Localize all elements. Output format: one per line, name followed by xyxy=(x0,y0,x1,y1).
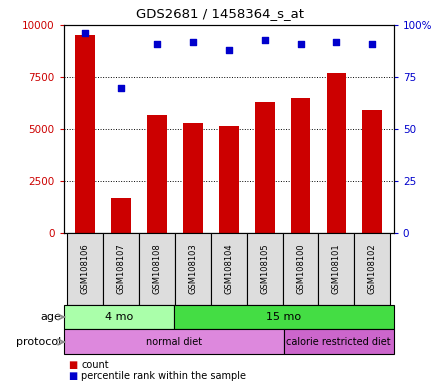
Bar xyxy=(354,233,390,305)
Text: calorie restricted diet: calorie restricted diet xyxy=(286,337,391,347)
Bar xyxy=(284,329,394,354)
Bar xyxy=(64,305,174,329)
Point xyxy=(369,41,376,47)
Text: 15 mo: 15 mo xyxy=(266,312,301,322)
Text: GSM108100: GSM108100 xyxy=(296,244,305,294)
Bar xyxy=(363,111,382,233)
Bar xyxy=(319,233,354,305)
Bar xyxy=(291,98,310,233)
Text: count: count xyxy=(81,359,109,369)
Point xyxy=(225,47,232,53)
Text: GSM108103: GSM108103 xyxy=(188,243,198,295)
Point xyxy=(297,41,304,47)
Bar xyxy=(326,73,346,233)
Bar xyxy=(211,233,247,305)
Bar xyxy=(103,233,139,305)
Text: GSM108104: GSM108104 xyxy=(224,244,233,294)
Text: age: age xyxy=(41,312,62,322)
Text: ■: ■ xyxy=(68,371,77,381)
Point xyxy=(261,36,268,43)
Text: percentile rank within the sample: percentile rank within the sample xyxy=(81,371,246,381)
Point xyxy=(154,41,161,47)
Text: GSM108102: GSM108102 xyxy=(368,244,377,294)
Text: normal diet: normal diet xyxy=(146,337,202,347)
Bar xyxy=(174,305,394,329)
Bar xyxy=(147,114,167,233)
Text: ■: ■ xyxy=(68,359,77,369)
Bar xyxy=(175,233,211,305)
Text: GSM108105: GSM108105 xyxy=(260,244,269,294)
Point xyxy=(333,38,340,45)
Bar xyxy=(139,233,175,305)
Bar xyxy=(75,35,95,233)
Bar xyxy=(282,233,319,305)
Point xyxy=(189,38,196,45)
Text: GSM108108: GSM108108 xyxy=(153,243,161,295)
Bar xyxy=(255,102,275,233)
Bar xyxy=(247,233,282,305)
Text: GSM108101: GSM108101 xyxy=(332,244,341,294)
Text: GSM108107: GSM108107 xyxy=(117,243,126,295)
Bar xyxy=(183,123,203,233)
Point xyxy=(117,84,125,91)
Bar xyxy=(111,198,131,233)
Bar xyxy=(67,233,103,305)
Text: protocol: protocol xyxy=(16,337,62,347)
Text: GSM108106: GSM108106 xyxy=(81,243,90,295)
Text: GDS2681 / 1458364_s_at: GDS2681 / 1458364_s_at xyxy=(136,7,304,20)
Text: 4 mo: 4 mo xyxy=(105,312,133,322)
Bar xyxy=(64,329,284,354)
Bar xyxy=(219,126,238,233)
Point xyxy=(82,30,89,36)
